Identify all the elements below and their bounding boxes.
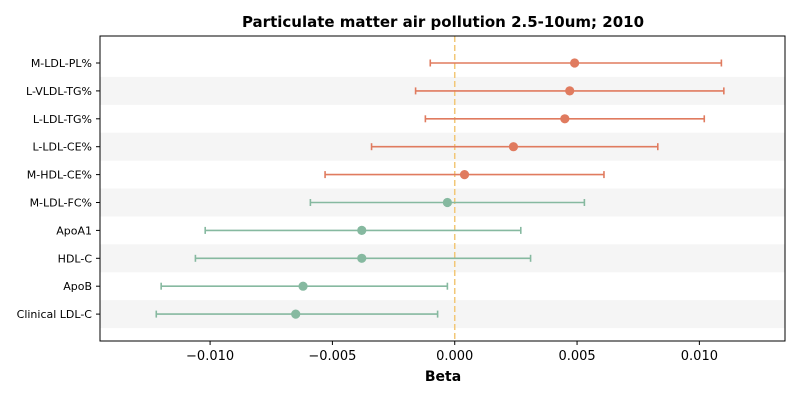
point-estimate (565, 86, 575, 96)
point-estimate (570, 58, 580, 68)
x-tick-label: 0.010 (681, 349, 718, 364)
estimate-row (309, 197, 586, 208)
point-estimate (298, 281, 308, 291)
y-tick-label: ApoA1 (56, 224, 92, 237)
point-estimate (357, 253, 367, 263)
estimate-row (424, 114, 706, 124)
point-estimate (459, 170, 470, 180)
y-tick-label: L-VLDL-TG% (26, 85, 92, 98)
x-axis-label: Beta (425, 369, 461, 385)
x-tick-label: 0.000 (436, 349, 473, 364)
x-tick-label: −0.010 (186, 349, 234, 364)
chart-title: Particulate matter air pollution 2.5-10u… (242, 13, 644, 31)
x-tick-label: −0.005 (308, 349, 356, 364)
y-tick-label: HDL-C (58, 252, 93, 265)
y-tick-label: M-LDL-FC% (30, 197, 92, 210)
y-tick-label: M-HDL-CE% (27, 169, 92, 182)
plot-frame (99, 35, 786, 342)
y-tick-label: L-LDL-TG% (33, 113, 92, 126)
point-estimate (442, 197, 452, 208)
estimate-row (204, 225, 522, 235)
data-marks (155, 58, 725, 319)
estimate-row (194, 253, 532, 263)
estimate-row (370, 142, 659, 152)
estimate-row (414, 86, 725, 96)
point-estimate (560, 114, 570, 124)
x-axis: −0.010 −0.005 0.000 0.005 0.010 (186, 341, 718, 364)
x-tick-label: 0.005 (558, 349, 595, 364)
point-estimate (508, 142, 519, 152)
point-estimate (357, 225, 367, 235)
y-axis: M-LDL-PL% L-VLDL-TG% L-LDL-TG% L-LDL-CE% M-H… (17, 57, 100, 321)
estimate-row (324, 170, 605, 180)
y-tick-label: L-LDL-CE% (33, 141, 93, 154)
estimate-row (155, 309, 439, 319)
estimate-row (429, 58, 723, 68)
point-estimate (291, 309, 301, 319)
y-tick-label: Clinical LDL-C (17, 308, 93, 321)
y-tick-label: M-LDL-PL% (31, 57, 92, 70)
y-tick-label: ApoB (63, 280, 92, 293)
estimate-row (160, 281, 449, 291)
